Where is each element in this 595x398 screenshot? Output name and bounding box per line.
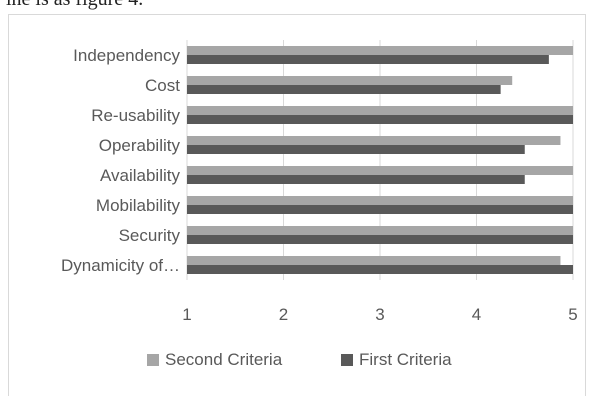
bar-first-criteria [187, 175, 525, 184]
category-label: Re-usability [91, 106, 180, 125]
bar-first-criteria [187, 115, 573, 124]
bar-first-criteria [187, 145, 525, 154]
bar-second-criteria [187, 46, 573, 55]
bar-second-criteria [187, 76, 513, 85]
legend-label: Second Criteria [165, 350, 283, 369]
x-tick-label: 1 [182, 305, 191, 324]
bar-first-criteria [187, 55, 549, 64]
category-label: Security [119, 226, 181, 245]
caption-strip: ine is as figure 4. [0, 0, 595, 14]
category-label: Availability [100, 166, 181, 185]
bar-second-criteria [187, 166, 573, 175]
category-label: Operability [99, 136, 181, 155]
legend-swatch [341, 354, 353, 366]
legend-label: First Criteria [359, 350, 452, 369]
x-tick-label: 3 [375, 305, 384, 324]
legend-swatch [147, 354, 159, 366]
category-label: Mobilability [96, 196, 181, 215]
x-tick-label: 5 [568, 305, 577, 324]
bar-second-criteria [187, 256, 561, 265]
bar-second-criteria [187, 136, 561, 145]
caption-text: ine is as figure 4. [6, 0, 143, 11]
x-tick-label: 2 [279, 305, 288, 324]
x-tick-label: 4 [472, 305, 481, 324]
category-label: Cost [145, 76, 180, 95]
category-label: Dynamicity of… [61, 256, 180, 275]
bar-first-criteria [187, 205, 573, 214]
bar-second-criteria [187, 196, 573, 205]
bar-second-criteria [187, 226, 573, 235]
bar-second-criteria [187, 106, 573, 115]
chart-frame [8, 14, 586, 396]
bar-first-criteria [187, 265, 573, 274]
bar-first-criteria [187, 85, 501, 94]
bar-first-criteria [187, 235, 573, 244]
category-label: Independency [73, 46, 180, 65]
